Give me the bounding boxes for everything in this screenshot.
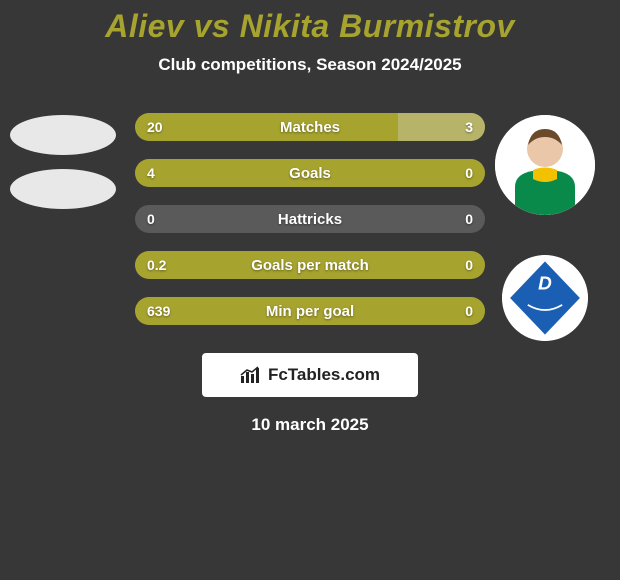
club-badge-icon: D	[502, 255, 588, 341]
stat-row: Hattricks0 0	[135, 205, 485, 233]
stat-value-left: 0	[147, 205, 155, 233]
stat-value-right: 0	[465, 159, 473, 187]
right-player-column: D	[490, 115, 600, 381]
club-badge: D	[502, 255, 588, 341]
stat-row: Goals4 0	[135, 159, 485, 187]
date-label: 10 march 2025	[0, 415, 620, 435]
stat-label: Matches	[135, 113, 485, 141]
player-portrait-icon	[495, 115, 595, 215]
stat-label: Hattricks	[135, 205, 485, 233]
stat-value-right: 3	[465, 113, 473, 141]
stat-value-left: 20	[147, 113, 163, 141]
subtitle: Club competitions, Season 2024/2025	[0, 55, 620, 75]
club-badge-placeholder	[10, 169, 116, 209]
stat-label: Goals per match	[135, 251, 485, 279]
svg-text:D: D	[538, 273, 552, 294]
branding-text: FcTables.com	[268, 365, 380, 385]
left-player-column	[10, 115, 120, 223]
stat-value-left: 639	[147, 297, 170, 325]
player-avatar-placeholder	[10, 115, 116, 155]
stat-row: Goals per match0.2 0	[135, 251, 485, 279]
stat-row: Min per goal639 0	[135, 297, 485, 325]
stat-label: Min per goal	[135, 297, 485, 325]
stat-value-left: 0.2	[147, 251, 166, 279]
stat-value-right: 0	[465, 205, 473, 233]
bar-chart-icon	[240, 366, 262, 384]
page-title: Aliev vs Nikita Burmistrov	[0, 0, 620, 45]
player-avatar	[495, 115, 595, 215]
stat-value-right: 0	[465, 251, 473, 279]
stat-row: Matches20 3	[135, 113, 485, 141]
branding-box[interactable]: FcTables.com	[202, 353, 418, 397]
stat-label: Goals	[135, 159, 485, 187]
stat-value-right: 0	[465, 297, 473, 325]
stat-value-left: 4	[147, 159, 155, 187]
